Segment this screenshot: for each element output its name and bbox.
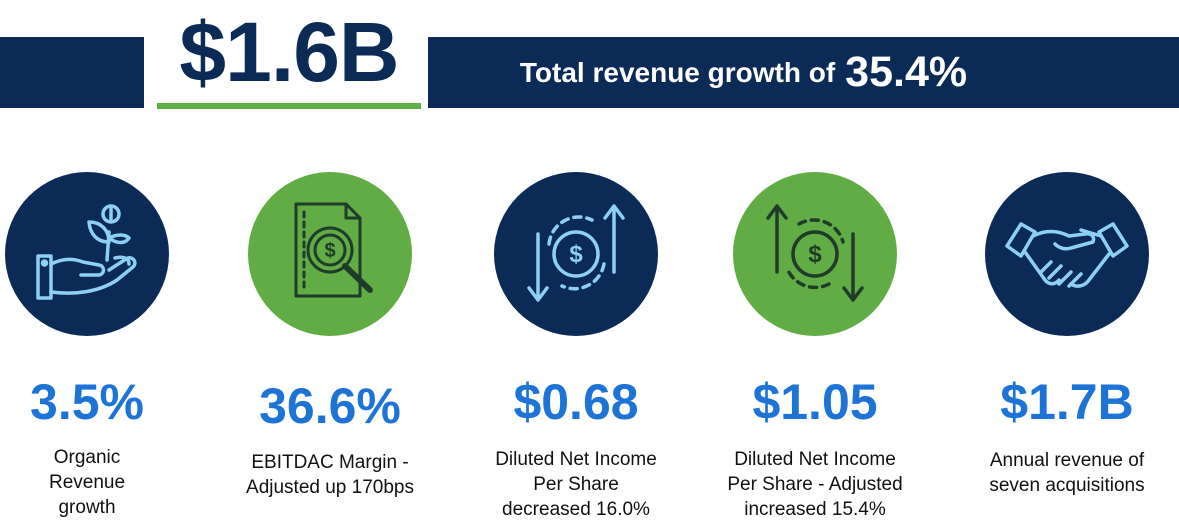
- headline-revenue-value: $1.6B: [179, 5, 399, 99]
- metric-5-value: $1.7B: [1000, 374, 1134, 430]
- metric-4-value: $1.05: [752, 374, 878, 430]
- metric-3-value: $0.68: [513, 374, 639, 430]
- metric-4-label: Diluted Net Income Per Share - Adjusted …: [727, 449, 903, 520]
- dollar-cycle-arrows-icon: $: [766, 204, 864, 302]
- svg-text:$: $: [324, 240, 335, 262]
- revenue-growth-statement: Total revenue growth of 35.4%: [428, 37, 1179, 108]
- metric-3-label: Diluted Net Income Per Share decreased 1…: [495, 449, 657, 520]
- growth-label: Total revenue growth of: [519, 56, 836, 88]
- handshake-icon: [1005, 222, 1129, 288]
- metric-2-circle: $: [248, 172, 412, 336]
- headline-underline: [157, 103, 421, 109]
- document-magnifier-dollar-icon: $: [294, 202, 373, 298]
- metric-1-value: 3.5%: [30, 374, 144, 430]
- metric-1-circle: [5, 172, 169, 336]
- metric-4-circle: $: [733, 172, 897, 336]
- dollar-cycle-arrows-icon: $: [527, 204, 625, 302]
- growth-value: 35.4%: [845, 48, 968, 96]
- header-banner-right: [428, 37, 1179, 108]
- metric-1-label: Organic Revenue growth: [48, 447, 126, 518]
- svg-text:$: $: [569, 241, 583, 268]
- header-banner-left: [0, 37, 144, 108]
- metric-2-label: EBITDAC Margin - Adjusted up 170bps: [246, 452, 414, 498]
- svg-text:$: $: [808, 241, 822, 268]
- metric-5-circle: [985, 172, 1149, 336]
- metric-3-circle: $: [494, 172, 658, 336]
- metric-5-label: Annual revenue of seven acquisitions: [989, 450, 1145, 496]
- hand-growing-money-plant-icon: [36, 204, 137, 300]
- metric-2-value: 36.6%: [259, 378, 401, 434]
